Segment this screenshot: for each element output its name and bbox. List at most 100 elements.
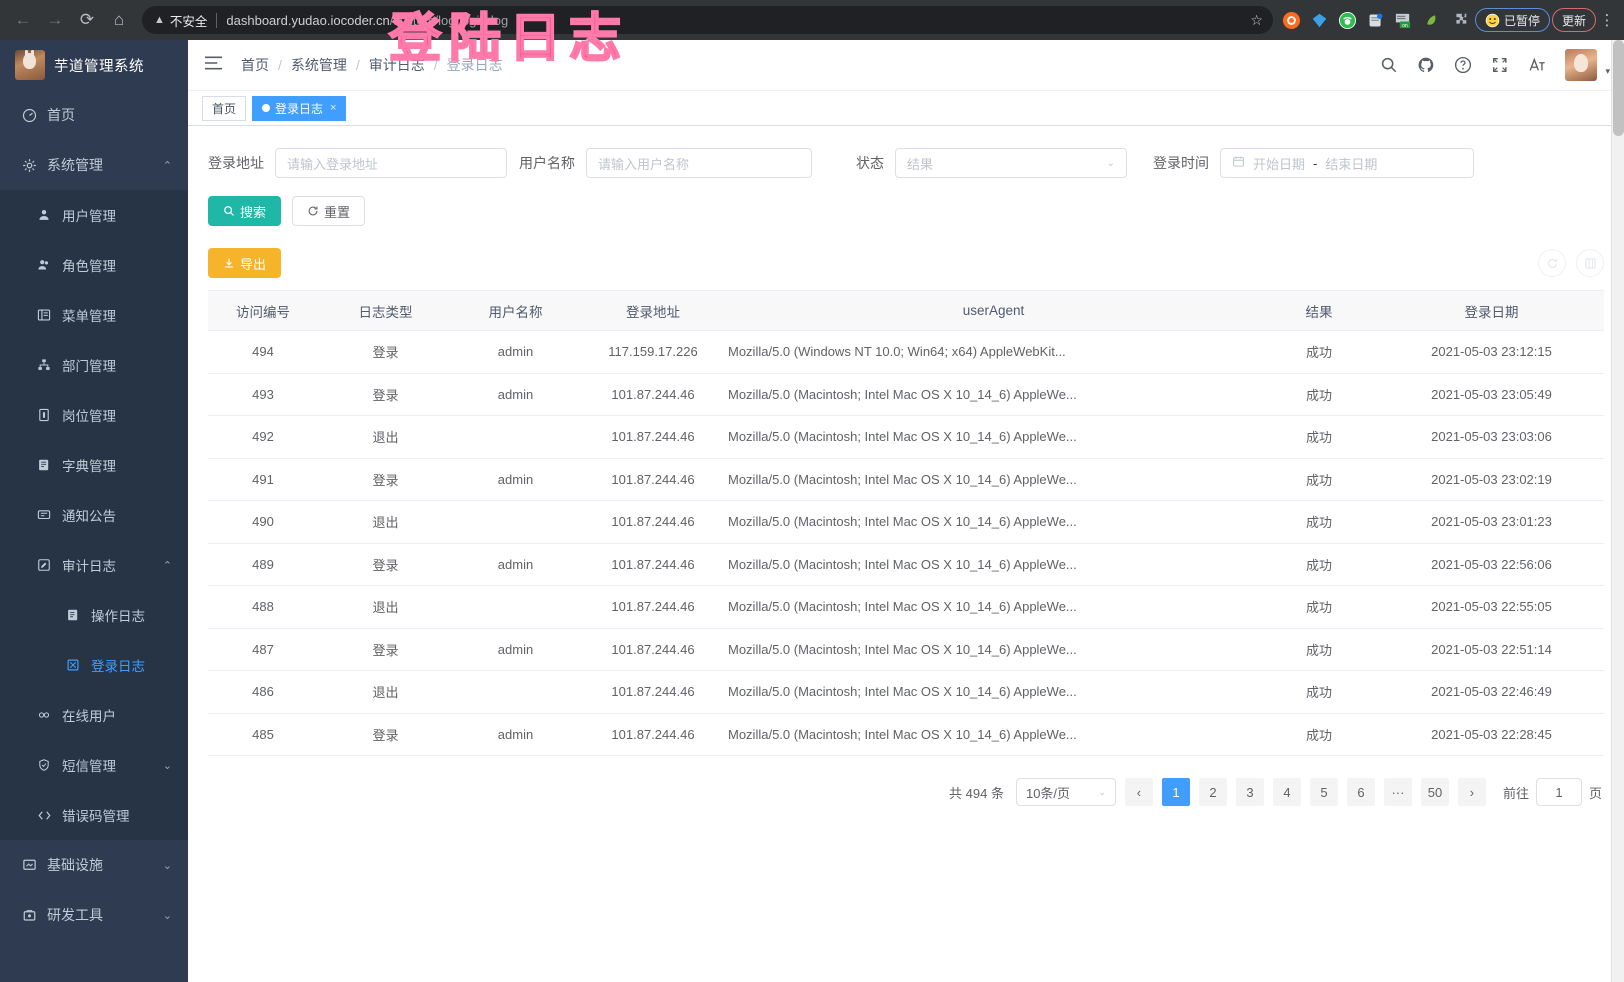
sidebar-item-login-log[interactable]: 登录日志 xyxy=(0,640,188,690)
username-placeholder: 请输入用户名称 xyxy=(598,156,690,172)
username-input[interactable]: 请输入用户名称 xyxy=(586,148,812,178)
sidebar-item-posts-label: 岗位管理 xyxy=(62,409,116,424)
avatar[interactable] xyxy=(1565,49,1598,81)
sidebar-item-menus[interactable]: 菜单管理 xyxy=(0,290,188,340)
sidebar-item-operation-log[interactable]: 操作日志 xyxy=(0,590,188,640)
sidebar-item-dev-tools[interactable]: 研发工具 ⌄ xyxy=(0,890,188,940)
github-icon[interactable] xyxy=(1417,56,1435,74)
table-row[interactable]: 490 退出 101.87.244.46 Mozilla/5.0 (Macintosh… xyxy=(208,500,1604,544)
sidebar-item-posts[interactable]: 岗位管理 xyxy=(0,390,188,440)
reset-button[interactable]: 重置 xyxy=(292,196,366,226)
page-button-6[interactable]: 6 xyxy=(1346,778,1375,806)
leaf-icon[interactable] xyxy=(1419,7,1445,33)
brand[interactable]: 芋道管理系统 xyxy=(0,40,188,90)
sidebar-item-dicts[interactable]: 字典管理 xyxy=(0,440,188,490)
jump-prefix-label: 前往 xyxy=(1502,785,1529,801)
sidebar-item-infrastructure[interactable]: 基础设施 ⌄ xyxy=(0,840,188,890)
sidebar-item-sms[interactable]: 短信管理 ⌄ xyxy=(0,740,188,790)
table-row[interactable]: 491 登录 admin 101.87.244.46 Mozilla/5.0 (Maci… xyxy=(208,458,1604,501)
home-icon[interactable]: ⌂ xyxy=(113,10,125,29)
tag-home[interactable]: 首页 xyxy=(202,95,247,121)
cell-access-id: 492 xyxy=(208,415,318,459)
table-row[interactable]: 488 退出 101.87.244.46 Mozilla/5.0 (Macintosh… xyxy=(208,585,1604,629)
search-button[interactable]: 搜索 xyxy=(208,196,282,226)
diamond-icon[interactable] xyxy=(1307,7,1333,33)
page-scrollbar[interactable] xyxy=(1611,40,1624,982)
table-row[interactable]: 494 登录 admin 117.159.17.226 Mozilla/5.0 (Win… xyxy=(208,330,1604,374)
tag-login-log[interactable]: 登录日志 × xyxy=(252,95,347,121)
jump-suffix-label: 页 xyxy=(1588,785,1602,801)
table-row[interactable]: 493 登录 admin 101.87.244.46 Mozilla/5.0 (Maci… xyxy=(208,373,1604,416)
infra-icon xyxy=(18,858,40,873)
page-ellipsis[interactable]: ··· xyxy=(1383,778,1412,806)
bookmark-icon[interactable] xyxy=(1363,7,1389,33)
sidebar-item-depts[interactable]: 部门管理 xyxy=(0,340,188,390)
tag-login-log-label: 登录日志 xyxy=(275,101,324,116)
sidebar-item-infrastructure-label: 基础设施 xyxy=(47,857,103,873)
prev-page-button[interactable]: ‹ xyxy=(1124,778,1153,806)
page-button-3[interactable]: 3 xyxy=(1235,778,1264,806)
login-time-daterange[interactable]: 开始日期 - 结束日期 xyxy=(1220,148,1474,178)
page-button-5[interactable]: 5 xyxy=(1309,778,1338,806)
breadcrumb-item-system[interactable]: 系统管理 xyxy=(290,57,347,73)
page-button-2[interactable]: 2 xyxy=(1198,778,1227,806)
table-row[interactable]: 489 登录 admin 101.87.244.46 Mozilla/5.0 (Maci… xyxy=(208,543,1604,586)
columns-circle-icon[interactable] xyxy=(1576,249,1604,277)
sidebar-item-audit-label: 审计日志 xyxy=(62,559,116,574)
firefox-icon[interactable] xyxy=(1279,7,1305,33)
next-page-button[interactable]: › xyxy=(1457,778,1486,806)
help-icon[interactable] xyxy=(1454,56,1472,74)
forward-icon[interactable]: → xyxy=(46,10,64,29)
cell-login-date: 2021-05-03 23:01:23 xyxy=(1379,500,1604,544)
warning-triangle-icon: ▲ xyxy=(154,14,165,26)
sidebar: 芋道管理系统 首页 系统管理 ⌃ 用户管理 xyxy=(0,40,188,982)
status-select[interactable]: 结果 ⌄ xyxy=(895,148,1127,178)
close-icon[interactable]: × xyxy=(330,102,337,114)
sidebar-item-online-users[interactable]: 在线用户 xyxy=(0,690,188,740)
page-number-buttons: 1 2 3 4 5 6 ··· 50 xyxy=(1161,778,1449,806)
breadcrumb-separator: / xyxy=(355,57,360,73)
paused-badge[interactable]: 已暂停 xyxy=(1474,8,1550,32)
sidebar-item-audit[interactable]: 审计日志 ⌃ xyxy=(0,540,188,590)
status-placeholder: 结果 xyxy=(907,156,934,172)
table-row[interactable]: 487 登录 admin 101.87.244.46 Mozilla/5.0 (Maci… xyxy=(208,628,1604,671)
wechat-icon[interactable] xyxy=(1335,7,1361,33)
font-size-icon[interactable] xyxy=(1528,56,1546,74)
page-button-4[interactable]: 4 xyxy=(1272,778,1301,806)
sidebar-item-roles[interactable]: 角色管理 xyxy=(0,240,188,290)
translate-on-icon[interactable]: on xyxy=(1391,7,1417,33)
export-button[interactable]: 导出 xyxy=(208,248,282,278)
app-shell: 芋道管理系统 首页 系统管理 ⌃ 用户管理 xyxy=(0,40,1624,982)
sidebar-item-error-code[interactable]: 错误码管理 xyxy=(0,790,188,840)
table-row[interactable]: 492 退出 101.87.244.46 Mozilla/5.0 (Macintosh… xyxy=(208,415,1604,459)
sidebar-item-home[interactable]: 首页 xyxy=(0,90,188,140)
back-icon[interactable]: ← xyxy=(14,10,32,29)
cell-username xyxy=(453,670,578,714)
bookmark-star-icon[interactable]: ☆ xyxy=(1250,11,1263,28)
breadcrumb-item-audit[interactable]: 审计日志 xyxy=(368,57,425,73)
browser-menu-icon[interactable]: ⋮ xyxy=(1599,12,1615,29)
breadcrumb-item-home[interactable]: 首页 xyxy=(241,57,269,73)
table-row[interactable]: 486 退出 101.87.244.46 Mozilla/5.0 (Macintosh… xyxy=(208,670,1604,714)
login-ip-input[interactable]: 请输入登录地址 xyxy=(275,148,507,178)
sidebar-item-dev-tools-label: 研发工具 xyxy=(47,907,103,923)
chevron-down-icon[interactable]: ▾ xyxy=(1605,66,1610,76)
update-button[interactable]: 更新 xyxy=(1551,8,1596,32)
page-size-select[interactable]: 10条/页 ⌄ xyxy=(1015,778,1116,806)
table-row[interactable]: 485 登录 admin 101.87.244.46 Mozilla/5.0 (Maci… xyxy=(208,713,1604,756)
hamburger-icon[interactable] xyxy=(204,55,223,75)
fullscreen-icon[interactable] xyxy=(1491,56,1509,74)
sidebar-item-system[interactable]: 系统管理 ⌃ xyxy=(0,140,188,190)
puzzle-icon[interactable] xyxy=(1447,7,1473,33)
jump-page-input[interactable]: 1 xyxy=(1535,778,1582,806)
sidebar-item-notices[interactable]: 通知公告 xyxy=(0,490,188,540)
search-icon[interactable] xyxy=(1380,56,1398,74)
online-icon xyxy=(33,708,55,722)
sidebar-item-users[interactable]: 用户管理 xyxy=(0,190,188,240)
page-button-50[interactable]: 50 xyxy=(1420,778,1449,806)
reload-icon[interactable]: ⟳ xyxy=(79,10,95,29)
scrollbar-thumb[interactable] xyxy=(1613,40,1624,136)
page-button-1[interactable]: 1 xyxy=(1161,778,1190,806)
address-bar[interactable]: ▲ 不安全 dashboard.yudao.iocoder.cn/system/… xyxy=(142,6,1273,34)
refresh-circle-icon[interactable] xyxy=(1538,249,1566,277)
